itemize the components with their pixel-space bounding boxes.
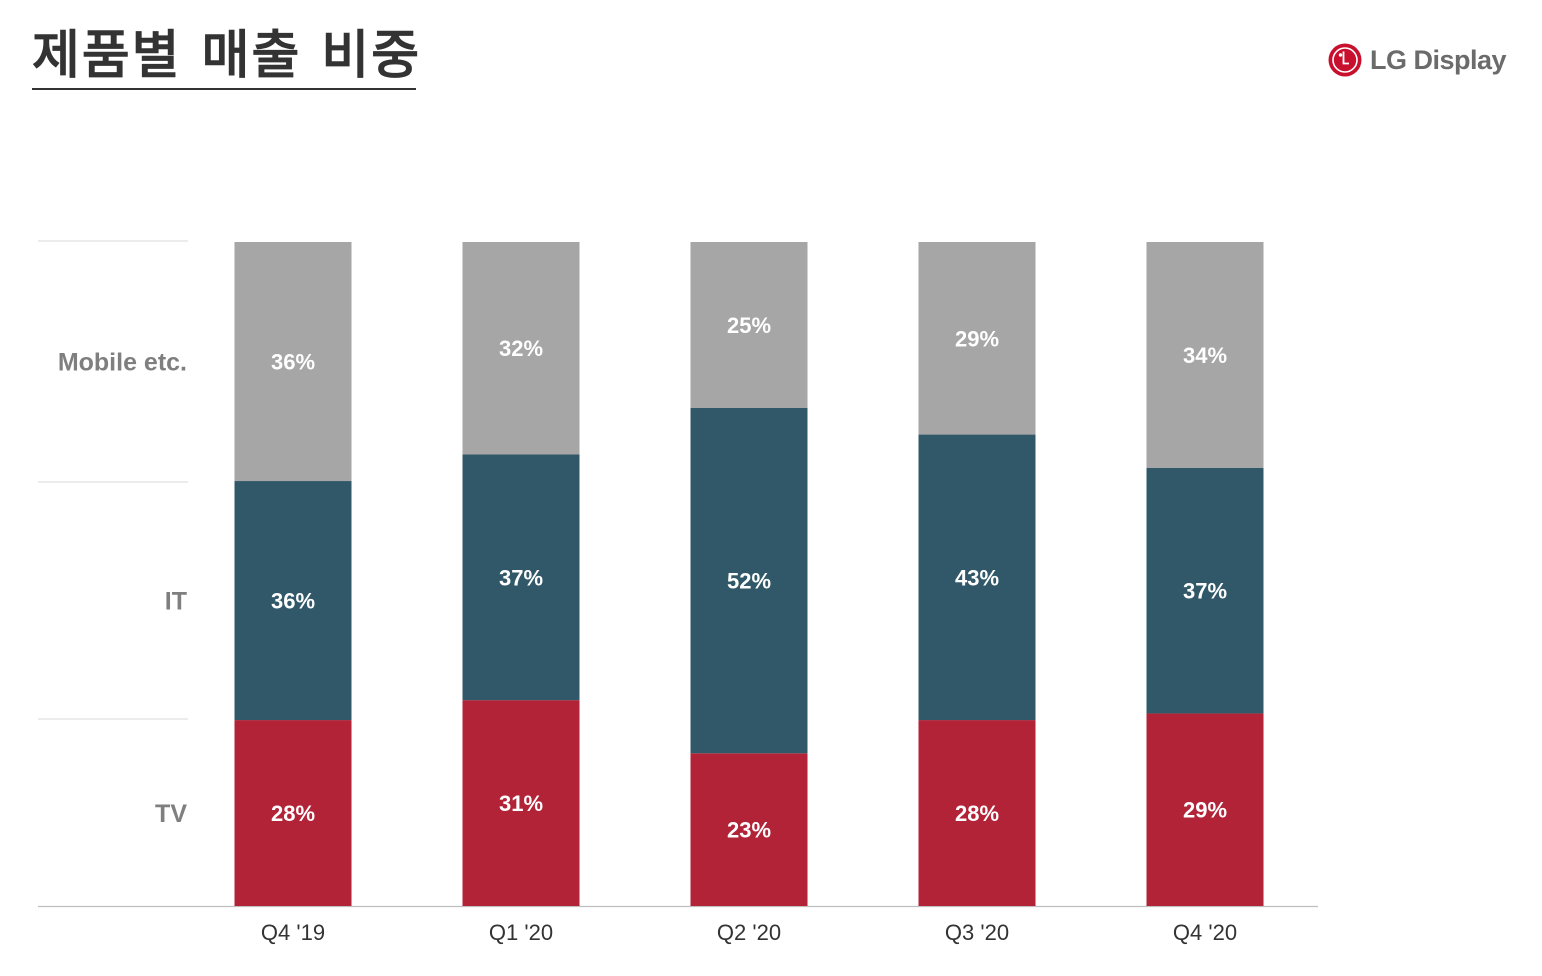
- bar-segment: [690, 408, 808, 754]
- bar-segment: [462, 454, 580, 701]
- x-tick-label: Q3 '20: [945, 920, 1009, 945]
- bar-segment: [1146, 242, 1264, 468]
- data-label: 36%: [271, 350, 315, 375]
- data-label: 37%: [499, 565, 543, 590]
- legend-label: Mobile etc.: [58, 349, 187, 377]
- data-label: 34%: [1183, 343, 1227, 368]
- data-label: 36%: [271, 589, 315, 614]
- bar-segment: [918, 434, 1036, 721]
- bar-segment: [918, 242, 1036, 435]
- bar-segment: [690, 242, 808, 408]
- bar-segment: [1146, 467, 1264, 714]
- data-label: 32%: [499, 336, 543, 361]
- legend-label: IT: [165, 588, 187, 616]
- data-label: 37%: [1183, 579, 1227, 604]
- legend-label: TV: [155, 800, 187, 828]
- data-label: 29%: [1183, 798, 1227, 823]
- brand-logo: LG Display: [1328, 42, 1507, 78]
- bar-segment: [234, 720, 352, 906]
- bar-segment: [918, 720, 1036, 906]
- x-tick-label: Q2 '20: [717, 920, 781, 945]
- data-label: 23%: [727, 818, 771, 843]
- data-label: 25%: [727, 313, 771, 338]
- bar-segment: [234, 481, 352, 721]
- x-tick-label: Q4 '20: [1173, 920, 1237, 945]
- bar-segment: [690, 753, 808, 906]
- data-label: 28%: [271, 801, 315, 826]
- data-label: 31%: [499, 791, 543, 816]
- x-tick-label: Q1 '20: [489, 920, 553, 945]
- lg-logo-icon: [1328, 43, 1362, 77]
- data-label: 28%: [955, 801, 999, 826]
- data-label: 43%: [955, 565, 999, 590]
- bar-segment: [1146, 713, 1264, 906]
- title-underline: [32, 88, 416, 90]
- x-tick-label: Q4 '19: [261, 920, 325, 945]
- bar-segment: [234, 242, 352, 482]
- data-label: 52%: [727, 569, 771, 594]
- logo-text: LG Display: [1370, 44, 1507, 75]
- page-title: 제품별 매출 비중: [32, 26, 422, 86]
- data-label: 29%: [955, 326, 999, 351]
- bar-segment: [462, 700, 580, 906]
- bar-segment: [462, 242, 580, 455]
